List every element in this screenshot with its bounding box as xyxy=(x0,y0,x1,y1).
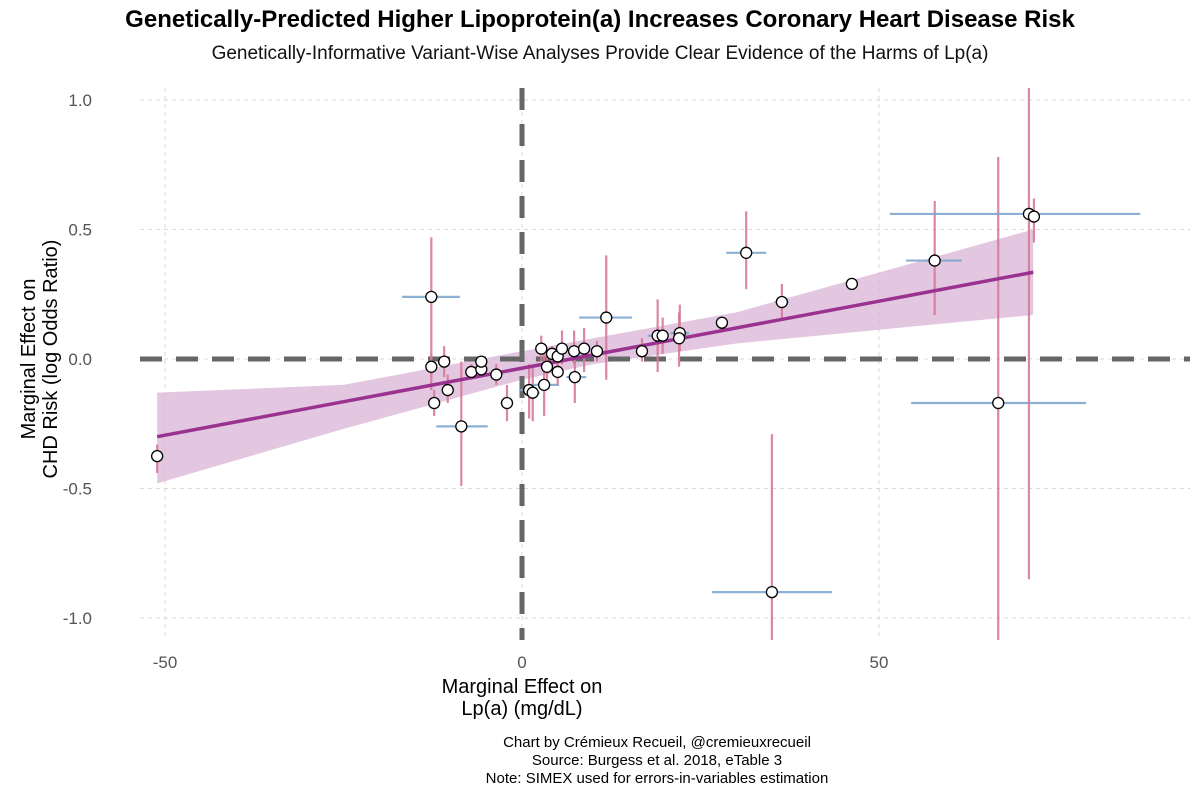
caption-credit: Chart by Crémieux Recueil, @cremieuxrecu… xyxy=(503,734,811,751)
x-tick-label: 50 xyxy=(870,653,889,672)
data-point xyxy=(992,396,1005,410)
y-tick-label: -1.0 xyxy=(63,609,92,628)
data-point xyxy=(775,295,789,309)
x-tick-label: -50 xyxy=(153,653,178,672)
data-point xyxy=(740,246,753,259)
data-point xyxy=(455,420,468,433)
data-point xyxy=(568,370,581,384)
x-axis-label-line-1: Marginal Effect on xyxy=(441,676,603,698)
data-point xyxy=(475,355,488,368)
chart-title: Genetically-Predicted Higher Lipoprotein… xyxy=(125,6,1075,33)
data-point xyxy=(490,368,503,381)
data-point xyxy=(425,360,438,373)
y-axis-label-line-1: Marginal Effect on xyxy=(18,278,40,440)
data-point xyxy=(845,277,859,291)
y-axis-label: Marginal Effect on CHD Risk (log Odds Ra… xyxy=(18,240,62,479)
data-point xyxy=(577,342,591,355)
y-tick-label: 1.0 xyxy=(68,91,92,110)
data-point xyxy=(540,360,554,373)
data-point xyxy=(551,365,564,379)
y-tick-label: -0.5 xyxy=(63,480,92,499)
data-point xyxy=(765,585,779,599)
data-point xyxy=(928,254,941,267)
data-point xyxy=(1027,210,1041,223)
data-point xyxy=(672,332,686,345)
data-point xyxy=(425,290,438,303)
data-point xyxy=(428,396,441,410)
data-point xyxy=(600,311,613,324)
data-point xyxy=(715,316,729,329)
x-axis-label-line-2: Lp(a) (mg/dL) xyxy=(461,698,583,720)
x-axis-label: Marginal Effect on Lp(a) (mg/dL) xyxy=(442,676,603,720)
data-point xyxy=(465,365,478,379)
data-point xyxy=(500,396,514,410)
caption: Chart by Crémieux Recueil, @cremieuxrecu… xyxy=(486,734,829,788)
data-point xyxy=(567,345,581,358)
caption-source: Source: Burgess et al. 2018, eTable 3 xyxy=(531,752,783,769)
data-point xyxy=(535,342,548,355)
data-point xyxy=(537,378,551,392)
data-point xyxy=(150,449,164,463)
data-point xyxy=(555,342,569,355)
data-point xyxy=(438,355,451,368)
data-point xyxy=(656,329,669,342)
y-axis-label-line-2: CHD Risk (log Odds Ratio) xyxy=(40,239,62,479)
x-tick-label: 0 xyxy=(517,653,526,672)
y-tick-label: 0.0 xyxy=(68,350,92,369)
chart-subtitle: Genetically-Informative Variant-Wise Ana… xyxy=(211,43,989,64)
data-point xyxy=(441,383,454,397)
caption-note: Note: SIMEX used for errors-in-variables… xyxy=(485,770,829,787)
data-point xyxy=(590,345,604,358)
data-point xyxy=(635,345,649,358)
data-point xyxy=(526,386,539,399)
y-tick-label: 0.5 xyxy=(68,221,92,240)
